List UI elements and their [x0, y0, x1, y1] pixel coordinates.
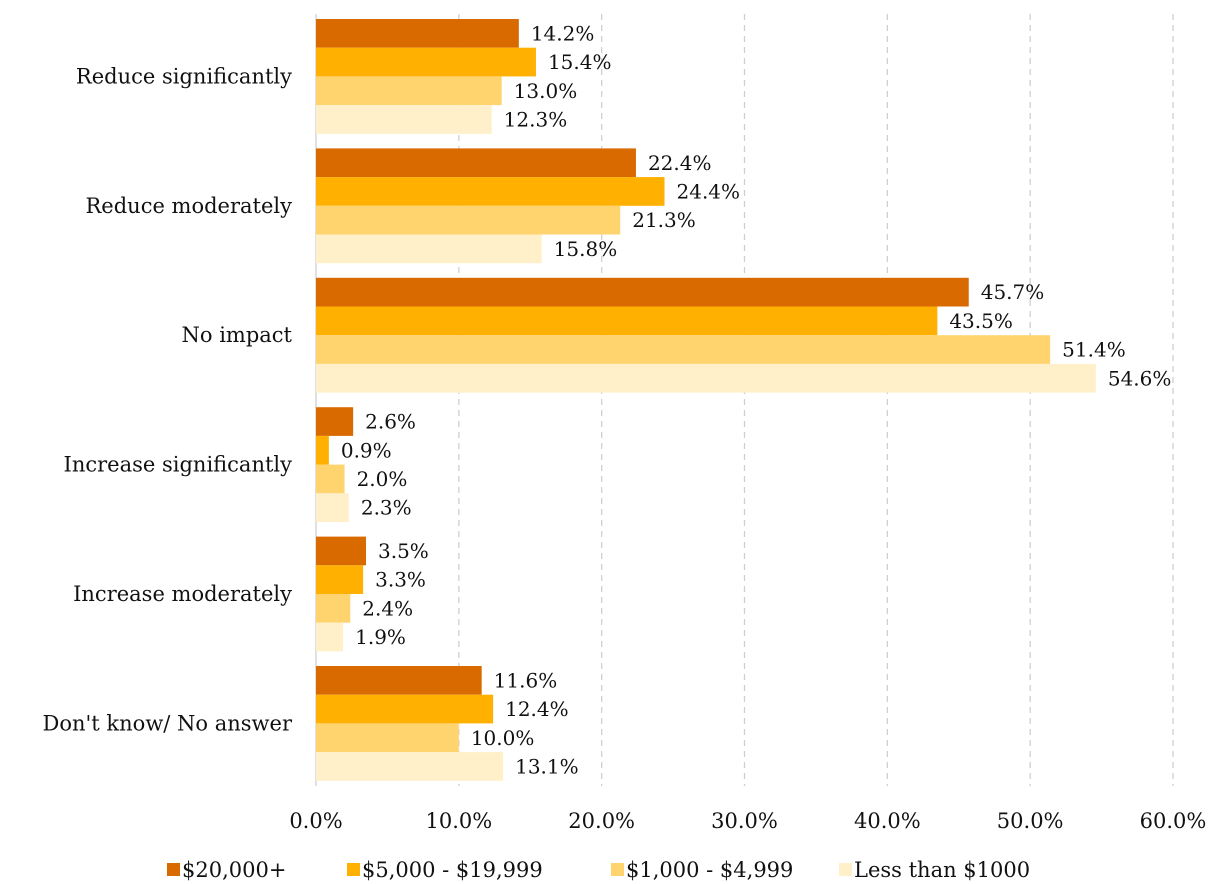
legend-item: $20,000+: [167, 858, 286, 882]
category-label: Reduce moderately: [85, 194, 292, 218]
legend-item: $5,000 - $19,999: [347, 858, 543, 882]
legend-item: $1,000 - $4,999: [611, 858, 793, 882]
bar: [316, 493, 349, 522]
legend-label: Less than $1000: [854, 858, 1030, 882]
data-label: 43.5%: [949, 309, 1013, 333]
bar: [316, 205, 621, 235]
data-label: 15.4%: [548, 50, 612, 74]
bar: [316, 694, 494, 724]
data-label: 54.6%: [1108, 366, 1172, 390]
x-tick-label: 50.0%: [997, 809, 1064, 833]
bar: [316, 594, 351, 623]
bar: [316, 105, 492, 134]
category-label: Reduce significantly: [76, 64, 292, 88]
gridlines: [315, 14, 1174, 786]
x-tick-label: 30.0%: [711, 809, 778, 833]
data-label: 12.3%: [504, 107, 568, 131]
legend-label: $5,000 - $19,999: [362, 858, 543, 882]
data-label: 21.3%: [632, 208, 696, 232]
bar: [316, 407, 354, 436]
bar: [316, 622, 344, 652]
category-label: Increase significantly: [64, 453, 293, 477]
legend-swatch: [839, 863, 852, 876]
data-label: 13.1%: [515, 754, 579, 778]
legend-swatch: [611, 863, 624, 876]
x-tick-label: 10.0%: [425, 809, 492, 833]
bar: [316, 666, 482, 695]
bar: [316, 464, 345, 494]
x-tick-label: 40.0%: [854, 809, 921, 833]
data-label: 24.4%: [677, 179, 741, 203]
category-labels: Reduce significantly Reduce moderately No …: [43, 64, 293, 735]
bar: [316, 536, 366, 566]
data-label: 51.4%: [1062, 338, 1126, 362]
category-label: Increase moderately: [73, 582, 292, 606]
data-label: 2.4%: [362, 596, 413, 620]
legend-item: Less than $1000: [839, 858, 1030, 882]
bar: [316, 47, 536, 77]
data-label: 45.7%: [981, 280, 1045, 304]
data-label: 15.8%: [554, 237, 618, 261]
data-label: 14.2%: [531, 21, 595, 45]
bars: 14.2% 15.4% 13.0% 12.3% 22.4% 24.4% 21.3% 15.8%…: [316, 19, 1171, 781]
bar: [316, 752, 504, 781]
data-label: 12.4%: [505, 697, 569, 721]
data-label: 2.3%: [361, 496, 412, 520]
data-label: 2.0%: [357, 467, 408, 491]
data-label: 22.4%: [648, 151, 712, 175]
data-label: 13.0%: [514, 79, 578, 103]
x-tick-label: 20.0%: [568, 809, 635, 833]
bar: [316, 148, 636, 178]
bar: [316, 19, 519, 48]
legend: $20,000+ $5,000 - $19,999 $1,000 - $4,999 L…: [167, 858, 1030, 882]
legend-swatch: [167, 863, 180, 876]
bar: [316, 435, 329, 465]
data-label: 1.9%: [355, 625, 406, 649]
category-label: Don't know/ No answer: [43, 711, 293, 735]
category-label: No impact: [182, 323, 293, 347]
bar: [316, 177, 665, 206]
bar: [316, 306, 938, 336]
bar: [316, 234, 542, 264]
data-label: 0.9%: [341, 438, 392, 462]
bar: [316, 363, 1096, 393]
data-label: 11.6%: [494, 668, 558, 692]
bar: [316, 565, 364, 594]
legend-label: $1,000 - $4,999: [626, 858, 793, 882]
bar: [316, 335, 1051, 364]
legend-label: $20,000+: [182, 858, 286, 882]
bar: [316, 76, 502, 106]
x-axis-ticks: 0.0% 10.0% 20.0% 30.0% 40.0% 50.0% 60.0%: [289, 809, 1206, 833]
data-label: 10.0%: [471, 726, 535, 750]
data-label: 3.5%: [378, 539, 429, 563]
data-label: 2.6%: [365, 410, 416, 434]
x-tick-label: 0.0%: [289, 809, 342, 833]
bar: [316, 723, 459, 753]
x-tick-label: 60.0%: [1140, 809, 1207, 833]
data-label: 3.3%: [375, 568, 426, 592]
bar: [316, 277, 969, 307]
legend-swatch: [347, 863, 360, 876]
